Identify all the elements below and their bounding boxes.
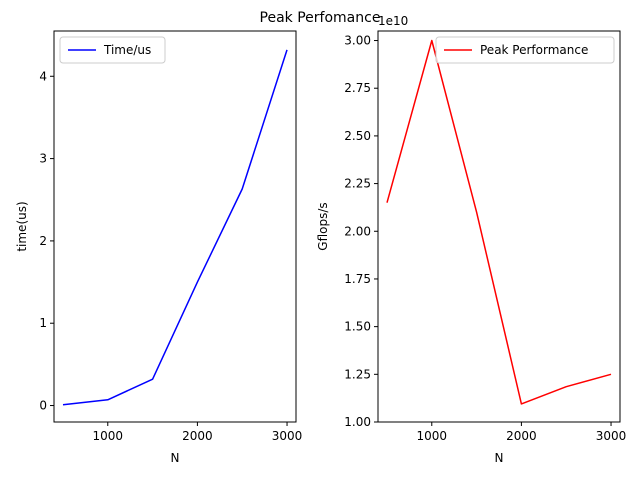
y-tick-label: 2.50 [344,129,371,143]
legend-box [59,36,166,64]
axes-frame [53,30,297,423]
y-tick-label: 0 [39,399,47,413]
legend-label: Peak Performance [480,43,588,57]
y-tick-label: 3.00 [344,34,371,48]
y-tick-label: 1 [39,316,47,330]
x-axis-label: N [171,451,180,465]
y-axis-label: Gflops/s [316,202,330,250]
x-tick-label: 2000 [182,429,213,443]
x-tick-label: 1000 [93,429,124,443]
y-tick-label: 1.25 [344,367,371,381]
series-line [386,39,612,405]
y-axis-label: time(us) [15,201,29,251]
x-tick-label: 3000 [272,429,303,443]
x-tick-label: 1000 [417,429,448,443]
x-tick-label: 3000 [596,429,627,443]
y-tick-label: 2 [39,234,47,248]
y-offset-text: 1e10 [378,14,408,28]
y-tick-label: 2.75 [344,81,371,95]
legend-box [435,36,615,64]
x-tick-label: 2000 [506,429,537,443]
figure-suptitle: Peak Perfomance [260,10,381,26]
x-axis-label: N [495,451,504,465]
y-tick-label: 4 [39,69,47,83]
y-tick-label: 1.00 [344,415,371,429]
y-tick-label: 1.50 [344,320,371,334]
y-tick-label: 2.25 [344,177,371,191]
y-tick-label: 1.75 [344,272,371,286]
y-tick-label: 2.00 [344,224,371,238]
series-line [62,49,288,406]
y-tick-label: 3 [39,152,47,166]
axes-frame [377,30,621,423]
chart-peak-performance: 1000 2000 3000 1.00 1.25 1.50 1.75 2.00 2.25 2.50… [316,14,626,465]
legend-label: Time/us [103,43,151,57]
